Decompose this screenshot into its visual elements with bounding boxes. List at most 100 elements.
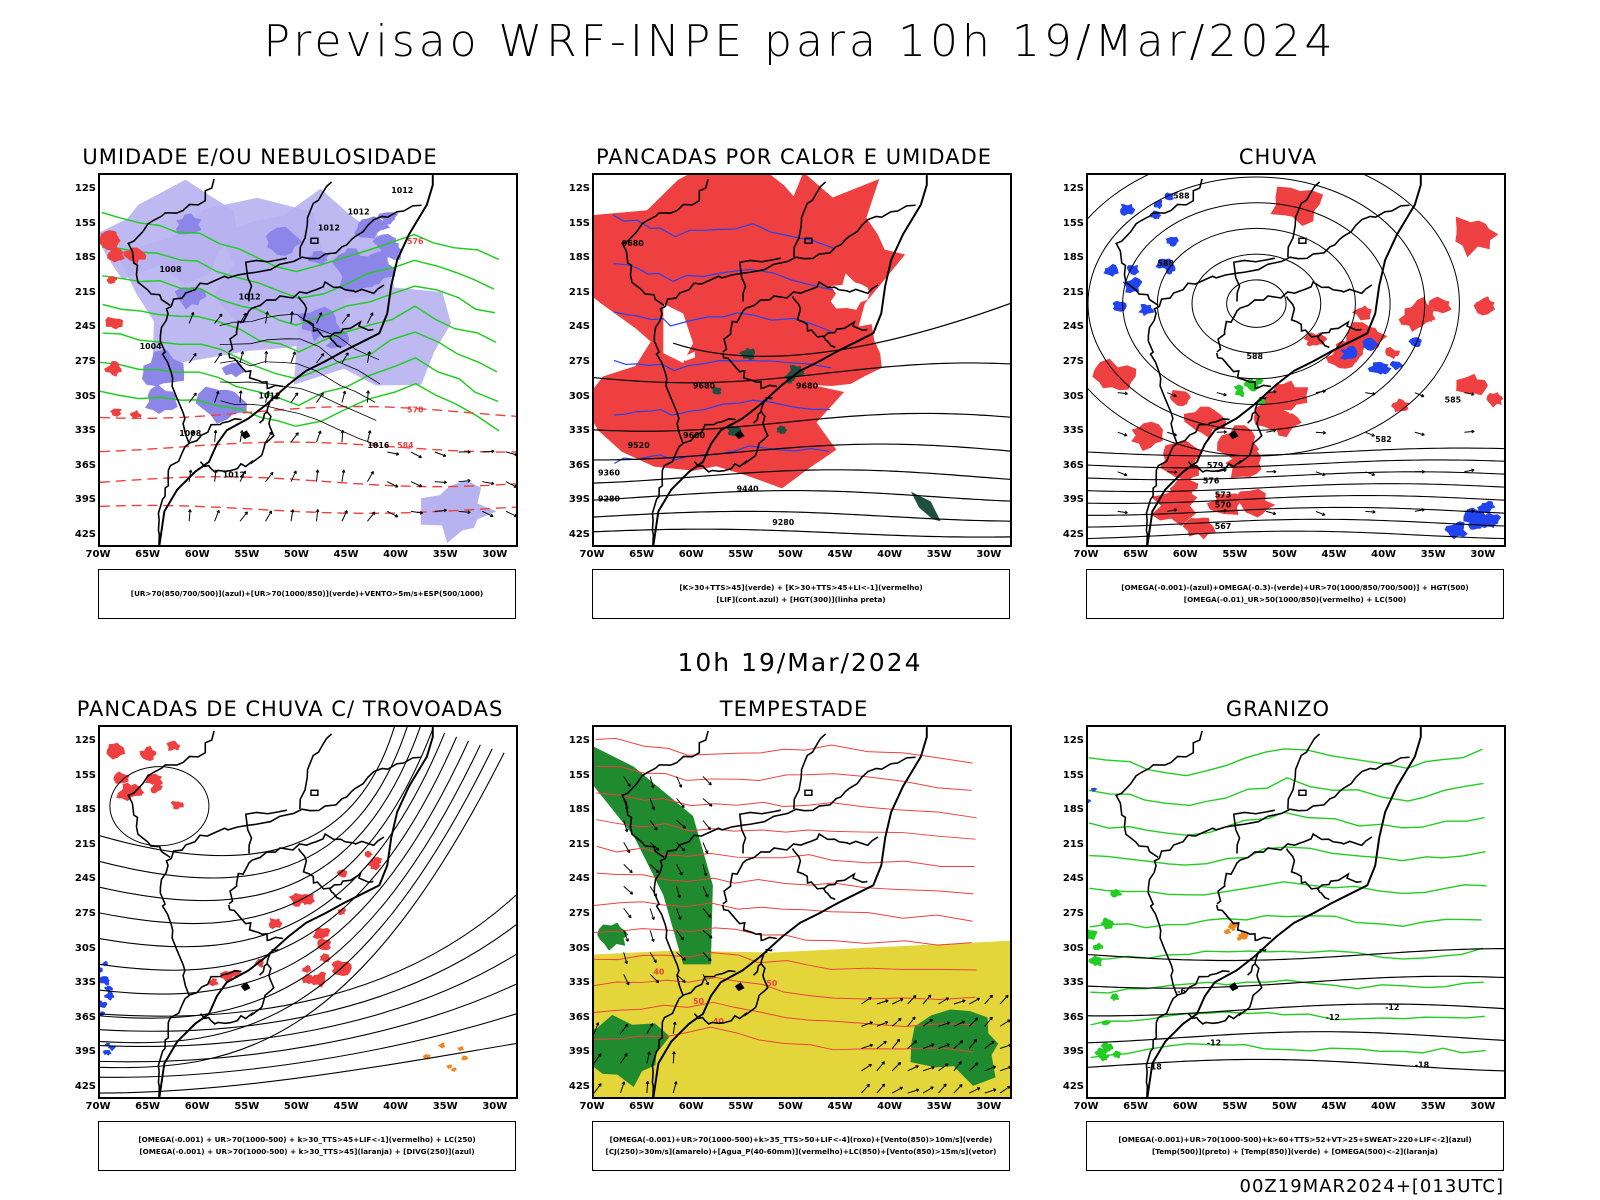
lon-label: 55W (728, 1101, 754, 1112)
lon-axis: 70W 65W 60W 55W 50W 45W 40W 35W 30W (1074, 549, 1506, 563)
storm-orange (461, 1055, 469, 1061)
contour-label: 1008 (179, 429, 202, 438)
wind-vector (410, 510, 423, 514)
storm-orange (437, 1042, 446, 1049)
hgt-contour (1088, 176, 1426, 431)
lon-label: 65W (1123, 1101, 1149, 1112)
wind-vector-head (709, 935, 713, 939)
wind-vector-head (1007, 1019, 1010, 1023)
contour-label: 1004 (140, 342, 163, 351)
lat-label: 42S (1062, 529, 1084, 540)
legend-line: [UR>70(850/700/500)](azul)+[UR>70(1000/8… (130, 589, 484, 598)
lon-label: 55W (234, 549, 260, 560)
wind-vector (1315, 510, 1326, 516)
wind-vector (953, 1040, 964, 1049)
wind-vector-head (293, 470, 297, 474)
legend-line: [OMEGA(-0.001) + UR>70(1000-500) + k>30_… (139, 1147, 475, 1156)
contour-label: 570 (1215, 500, 1232, 509)
temp850-green (1088, 811, 1485, 836)
lon-label: 45W (827, 1101, 853, 1112)
lat-axis: 12S 15S 18S 21S 24S 27S 30S 33S 36S 39S 42S (62, 173, 96, 547)
wind-vector (999, 1019, 1010, 1027)
wind-vector-head (1372, 392, 1376, 396)
border (328, 320, 374, 338)
divg-blue (103, 991, 115, 1001)
wind-vector-head (268, 510, 272, 514)
border (1316, 320, 1362, 338)
lat-label: 15S (568, 217, 590, 229)
lat-label: 24S (74, 873, 96, 885)
wind-vector (594, 1053, 602, 1064)
wind-vector (315, 509, 319, 522)
lon-label: 40W (1371, 549, 1397, 560)
lat-axis: 12S 15S 18S 21S 24S 27S 30S 33S 36S 39S 42S (556, 173, 590, 547)
wind-vector (1117, 471, 1128, 476)
lon-label: 50W (283, 549, 309, 560)
wind-vector-head (265, 311, 269, 315)
wind-vector (505, 481, 516, 488)
lon-label: 55W (1222, 549, 1248, 560)
wind-vector-head (238, 390, 243, 394)
lat-label: 21S (1062, 838, 1084, 850)
run-code: 00Z19MAR2024+[013UTC] (1239, 1176, 1504, 1197)
border (159, 756, 422, 996)
lat-label: 12S (1062, 735, 1084, 746)
wind-vector (907, 1040, 917, 1049)
wind-vector-head (292, 351, 296, 355)
wind-vector (861, 996, 872, 1005)
lat-label: 27S (74, 356, 96, 367)
rain-red (1455, 216, 1499, 258)
wind-vector (1315, 390, 1326, 394)
contour-label: 1008 (159, 265, 182, 274)
wind-vector-head (1421, 508, 1425, 512)
wind-vector (239, 511, 248, 522)
wind-vector-head (651, 916, 655, 921)
wind-vector (649, 930, 655, 942)
contour-label: 573 (1215, 491, 1232, 500)
wind-vector-head (418, 483, 423, 488)
lon-label: 40W (383, 549, 409, 560)
wind-vector-head (624, 828, 629, 833)
wind-vector-head (958, 1061, 962, 1065)
wind-vector (366, 471, 374, 482)
lat-label: 12S (1062, 183, 1084, 194)
wind-vector (672, 1021, 676, 1034)
temp850-green-patch (1088, 929, 1098, 940)
temp850-green-patch (1094, 1047, 1108, 1058)
rain-red (1131, 421, 1163, 452)
dark-green-patch (738, 347, 756, 360)
wind-vector-head (418, 454, 422, 459)
wind-vector-head (992, 1088, 997, 1092)
wind-vector (922, 1086, 934, 1094)
wind-vector (265, 510, 272, 522)
lat-label: 15S (74, 769, 96, 781)
lat-label: 30S (568, 390, 590, 402)
lat-label: 12S (568, 183, 590, 194)
wind-vector (341, 390, 346, 403)
wind-vector-head (915, 1065, 919, 1069)
wind-vector-head (679, 871, 683, 876)
wind-vector-head (629, 869, 633, 874)
wind-vector (649, 973, 660, 983)
divg-blue (100, 1000, 108, 1008)
lat-label: 33S (568, 977, 590, 989)
red-patch (105, 316, 124, 330)
wind-vector (907, 1016, 916, 1027)
temp500-black (1088, 948, 1504, 962)
lat-label: 33S (1062, 977, 1084, 989)
wind-vector-head (1223, 392, 1227, 397)
wind-vector (434, 481, 447, 483)
wind-vector (290, 509, 294, 522)
border (651, 418, 736, 545)
wind-vector-head (490, 513, 494, 518)
rain-blue (1119, 203, 1136, 217)
border (1216, 280, 1373, 353)
wind-vector (891, 1038, 901, 1049)
wind-vector-head (976, 997, 981, 1002)
lat-label: 21S (568, 838, 590, 850)
wind-vector-head (703, 872, 708, 877)
wind-vector-head (946, 1043, 950, 1047)
wind-vector (1464, 392, 1475, 396)
border (228, 280, 385, 353)
rain-blue (1138, 303, 1155, 317)
